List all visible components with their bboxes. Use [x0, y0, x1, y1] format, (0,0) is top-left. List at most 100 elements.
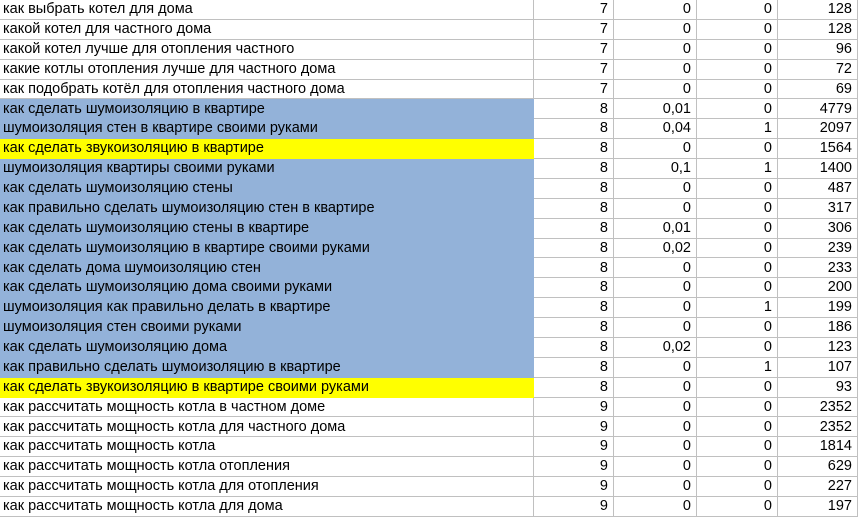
keyword-cell[interactable]: шумоизоляция стен в квартире своими рука…	[0, 119, 534, 140]
group-cell[interactable]: 9	[534, 437, 614, 458]
flag-cell[interactable]: 0	[697, 278, 778, 299]
group-cell[interactable]: 8	[534, 218, 614, 239]
group-cell[interactable]: 8	[534, 258, 614, 279]
count-cell[interactable]: 1400	[778, 159, 858, 179]
flag-cell[interactable]: 0	[697, 99, 778, 120]
group-cell[interactable]: 9	[534, 457, 614, 477]
keyword-cell[interactable]: как сделать звукоизоляцию в квартире	[0, 139, 534, 159]
keyword-cell[interactable]: как сделать шумоизоляцию дома своими рук…	[0, 278, 534, 299]
count-cell[interactable]: 128	[778, 19, 858, 40]
count-cell[interactable]: 93	[778, 377, 858, 398]
count-cell[interactable]: 1564	[778, 139, 858, 159]
freq-cell[interactable]: 0,02	[614, 337, 697, 358]
flag-cell[interactable]: 0	[697, 496, 778, 517]
freq-cell[interactable]: 0	[614, 79, 697, 100]
group-cell[interactable]: 8	[534, 99, 614, 120]
freq-cell[interactable]: 0,02	[614, 238, 697, 259]
flag-cell[interactable]: 1	[697, 119, 778, 140]
flag-cell[interactable]: 0	[697, 477, 778, 497]
group-cell[interactable]: 9	[534, 496, 614, 517]
keyword-cell[interactable]: как сделать шумоизоляцию дома	[0, 337, 534, 358]
keyword-cell[interactable]: как правильно сделать шумоизоляцию стен …	[0, 198, 534, 219]
keyword-cell[interactable]: как сделать шумоизоляцию стены в квартир…	[0, 218, 534, 239]
keyword-cell[interactable]: как сделать шумоизоляцию стены	[0, 178, 534, 199]
group-cell[interactable]: 9	[534, 417, 614, 438]
count-cell[interactable]: 239	[778, 238, 858, 259]
count-cell[interactable]: 306	[778, 218, 858, 239]
freq-cell[interactable]: 0	[614, 139, 697, 159]
flag-cell[interactable]: 1	[697, 357, 778, 378]
freq-cell[interactable]: 0	[614, 39, 697, 60]
keyword-cell[interactable]: какие котлы отопления лучше для частного…	[0, 59, 534, 80]
keyword-cell[interactable]: как выбрать котел для дома	[0, 0, 534, 20]
count-cell[interactable]: 72	[778, 59, 858, 80]
keyword-cell[interactable]: как рассчитать мощность котла для дома	[0, 496, 534, 517]
freq-cell[interactable]: 0,01	[614, 218, 697, 239]
freq-cell[interactable]: 0	[614, 278, 697, 299]
count-cell[interactable]: 200	[778, 278, 858, 299]
count-cell[interactable]: 227	[778, 477, 858, 497]
flag-cell[interactable]: 0	[697, 258, 778, 279]
count-cell[interactable]: 2097	[778, 119, 858, 140]
count-cell[interactable]: 107	[778, 357, 858, 378]
group-cell[interactable]: 8	[534, 178, 614, 199]
freq-cell[interactable]: 0	[614, 59, 697, 80]
group-cell[interactable]: 8	[534, 139, 614, 159]
keyword-cell[interactable]: как рассчитать мощность котла в частном …	[0, 397, 534, 418]
flag-cell[interactable]: 0	[697, 218, 778, 239]
count-cell[interactable]: 2352	[778, 397, 858, 418]
keyword-cell[interactable]: как сделать шумоизоляцию в квартире	[0, 99, 534, 120]
group-cell[interactable]: 7	[534, 59, 614, 80]
group-cell[interactable]: 7	[534, 19, 614, 40]
count-cell[interactable]: 629	[778, 457, 858, 477]
keyword-cell[interactable]: как рассчитать мощность котла отопления	[0, 457, 534, 477]
count-cell[interactable]: 199	[778, 298, 858, 318]
group-cell[interactable]: 7	[534, 0, 614, 20]
group-cell[interactable]: 9	[534, 477, 614, 497]
keyword-cell[interactable]: как сделать звукоизоляцию в квартире сво…	[0, 377, 534, 398]
freq-cell[interactable]: 0	[614, 318, 697, 338]
group-cell[interactable]: 8	[534, 357, 614, 378]
flag-cell[interactable]: 0	[697, 0, 778, 20]
keyword-cell[interactable]: как рассчитать мощность котла для отопле…	[0, 477, 534, 497]
flag-cell[interactable]: 1	[697, 159, 778, 179]
group-cell[interactable]: 9	[534, 397, 614, 418]
count-cell[interactable]: 186	[778, 318, 858, 338]
flag-cell[interactable]: 0	[697, 377, 778, 398]
group-cell[interactable]: 7	[534, 39, 614, 60]
freq-cell[interactable]: 0,01	[614, 99, 697, 120]
freq-cell[interactable]: 0	[614, 0, 697, 20]
flag-cell[interactable]: 0	[697, 457, 778, 477]
freq-cell[interactable]: 0	[614, 477, 697, 497]
keyword-cell[interactable]: как сделать дома шумоизоляцию стен	[0, 258, 534, 279]
keyword-cell[interactable]: как рассчитать мощность котла для частно…	[0, 417, 534, 438]
keyword-cell[interactable]: какой котел лучше для отопления частного	[0, 39, 534, 60]
keyword-cell[interactable]: как подобрать котёл для отопления частно…	[0, 79, 534, 100]
freq-cell[interactable]: 0	[614, 298, 697, 318]
flag-cell[interactable]: 0	[697, 39, 778, 60]
freq-cell[interactable]: 0	[614, 437, 697, 458]
group-cell[interactable]: 8	[534, 318, 614, 338]
group-cell[interactable]: 8	[534, 119, 614, 140]
count-cell[interactable]: 197	[778, 496, 858, 517]
flag-cell[interactable]: 0	[697, 59, 778, 80]
flag-cell[interactable]: 0	[697, 19, 778, 40]
freq-cell[interactable]: 0	[614, 457, 697, 477]
group-cell[interactable]: 8	[534, 198, 614, 219]
group-cell[interactable]: 8	[534, 377, 614, 398]
freq-cell[interactable]: 0	[614, 19, 697, 40]
flag-cell[interactable]: 0	[697, 417, 778, 438]
keyword-cell[interactable]: какой котел для частного дома	[0, 19, 534, 40]
keyword-cell[interactable]: шумоизоляция стен своими руками	[0, 318, 534, 338]
count-cell[interactable]: 1814	[778, 437, 858, 458]
flag-cell[interactable]: 0	[697, 238, 778, 259]
count-cell[interactable]: 128	[778, 0, 858, 20]
count-cell[interactable]: 4779	[778, 99, 858, 120]
count-cell[interactable]: 96	[778, 39, 858, 60]
count-cell[interactable]: 233	[778, 258, 858, 279]
freq-cell[interactable]: 0	[614, 357, 697, 378]
flag-cell[interactable]: 0	[697, 318, 778, 338]
keyword-cell[interactable]: шумоизоляция квартиры своими руками	[0, 159, 534, 179]
freq-cell[interactable]: 0	[614, 198, 697, 219]
freq-cell[interactable]: 0	[614, 178, 697, 199]
